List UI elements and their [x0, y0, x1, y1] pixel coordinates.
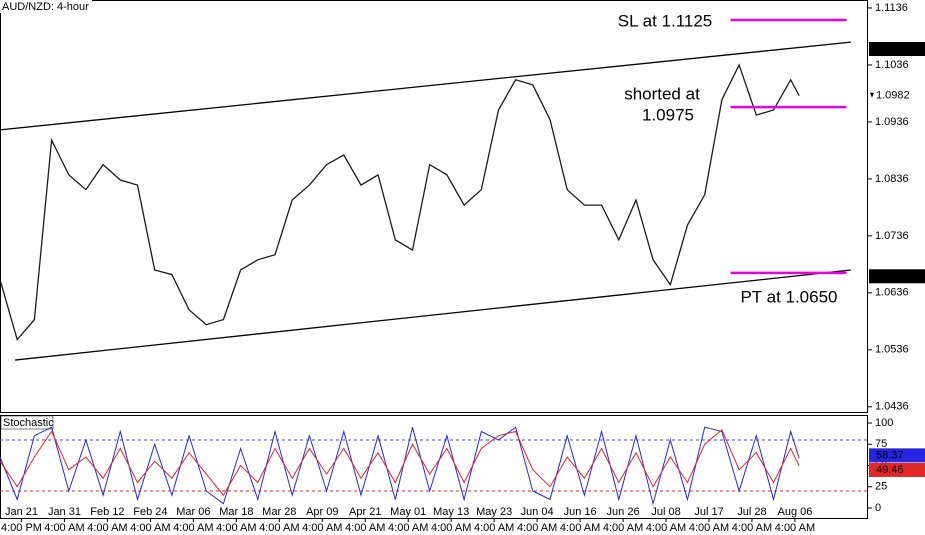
x-tick-time: 4:00 AM — [431, 522, 471, 534]
x-tick-label: Jul 17 — [694, 506, 723, 518]
stoch-title: Stochastic — [3, 417, 54, 429]
y-tick-label: 1.0636 — [875, 287, 909, 299]
x-tick-time: 4:00 AM — [732, 522, 772, 534]
price-line — [0, 63, 800, 341]
stoch-value-label: 58.37 — [876, 449, 904, 461]
price-pane — [0, 0, 868, 413]
stoch-line — [0, 428, 800, 497]
annotation: 1.0975 — [642, 105, 694, 124]
annotation: SL at 1.1125 — [618, 11, 713, 30]
price-label-bg — [869, 41, 925, 56]
y-tick-label: 0 — [875, 502, 881, 514]
stoch-title-bg — [0, 415, 54, 430]
x-tick-label: May 23 — [476, 506, 512, 518]
x-tick-time: 4:00 AM — [689, 522, 729, 534]
y-tick-label: 100 — [875, 417, 893, 429]
x-tick-time: 4:00 AM — [216, 522, 256, 534]
price-label: 1.1064 — [876, 43, 910, 55]
x-tick-time: 4:00 AM — [259, 522, 299, 534]
stoch-pane — [0, 415, 868, 519]
x-tick-time: 4:00 AM — [474, 522, 514, 534]
x-tick-label: Mar 06 — [176, 506, 210, 518]
y-tick-label: 1.0736 — [875, 230, 909, 242]
x-tick-label: Apr 09 — [306, 506, 338, 518]
annotation: shorted at — [624, 84, 700, 103]
title-bg — [0, 0, 92, 13]
y-tick-label: 1.0936 — [875, 116, 909, 128]
x-tick-time: 4:00 AM — [130, 522, 170, 534]
y-tick-label: 1.0536 — [875, 344, 909, 356]
chart-title: AUD/NZD: 4-hour — [2, 1, 89, 13]
x-tick-label: Jun 26 — [607, 506, 640, 518]
bid-label-bg — [869, 88, 925, 103]
stoch-value-label-bg — [869, 448, 925, 463]
annotation: PT at 1.0650 — [740, 287, 837, 306]
x-tick-label: May 01 — [390, 506, 426, 518]
x-tick-time: 4:00 AM — [560, 522, 600, 534]
x-tick-label: Jan 31 — [48, 506, 81, 518]
x-tick-label: Jun 04 — [521, 506, 554, 518]
y-tick-label: 25 — [875, 481, 887, 493]
x-tick-time: 4:00 AM — [87, 522, 127, 534]
x-tick-label: Jan 21 — [5, 506, 38, 518]
x-tick-label: Feb 24 — [133, 506, 167, 518]
x-tick-time: 4:00 AM — [173, 522, 213, 534]
x-tick-label: Jul 28 — [737, 506, 766, 518]
x-tick-time: 4:00 AM — [603, 522, 643, 534]
x-tick-time: 4:00 AM — [345, 522, 385, 534]
price-label-bg — [869, 269, 925, 284]
stoch-value-label: 49.46 — [876, 464, 904, 476]
x-tick-label: Apr 21 — [349, 506, 381, 518]
bid-arrow — [870, 92, 874, 98]
x-tick-time: 4:00 AM — [44, 522, 84, 534]
x-tick-time: 4:00 AM — [302, 522, 342, 534]
x-tick-label: Mar 18 — [219, 506, 253, 518]
price-label: 1.0665 — [876, 270, 910, 282]
y-tick-label: 1.0436 — [875, 401, 909, 413]
x-tick-time: 4:00 AM — [775, 522, 815, 534]
bid-label: 1.0982 — [876, 90, 910, 102]
x-tick-time: 4:00 AM — [388, 522, 428, 534]
x-tick-label: Mar 28 — [262, 506, 296, 518]
stoch-line — [0, 426, 800, 506]
x-tick-label: May 13 — [433, 506, 469, 518]
x-tick-time: 4:00 AM — [517, 522, 557, 534]
y-tick-label: 1.1036 — [875, 59, 909, 71]
y-tick-label: 75 — [875, 438, 887, 450]
x-tick-time: 4:00 PM — [1, 522, 42, 534]
x-tick-label: Jul 08 — [651, 506, 680, 518]
y-tick-label: 1.1136 — [875, 2, 908, 14]
x-tick-label: Feb 12 — [90, 506, 124, 518]
trendline — [0, 41, 851, 131]
stoch-value-label-bg — [869, 462, 925, 477]
x-tick-label: Aug 06 — [778, 506, 813, 518]
trendline — [14, 269, 851, 361]
y-tick-label: 1.0836 — [875, 173, 909, 185]
x-tick-label: Jun 16 — [564, 506, 597, 518]
x-tick-time: 4:00 AM — [646, 522, 686, 534]
